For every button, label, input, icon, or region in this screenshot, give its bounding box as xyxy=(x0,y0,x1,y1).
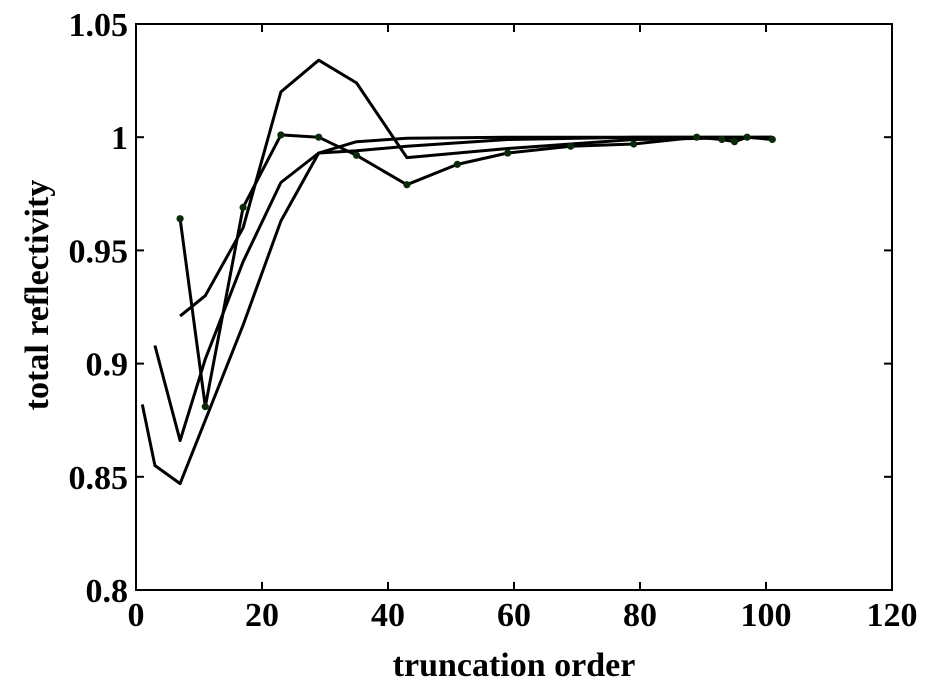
data-point xyxy=(504,149,512,157)
y-tick-label: 0.8 xyxy=(86,573,129,610)
x-tick-label: 80 xyxy=(623,597,657,634)
series-line-3 xyxy=(179,58,773,318)
data-point xyxy=(201,403,209,411)
y-tick-label: 1 xyxy=(111,120,128,157)
x-tick-label: 20 xyxy=(245,597,279,634)
series-layer xyxy=(140,58,776,486)
x-tick-label: 0 xyxy=(128,597,145,634)
tick-layer: 0 20 40 60 80 100 120 0.8 0.85 0.9 0.95 1 1.05 xyxy=(69,7,918,634)
y-tick-label: 0.85 xyxy=(69,460,129,497)
series-line-1 xyxy=(140,135,773,486)
y-tick-label: 0.95 xyxy=(69,233,129,270)
x-tick-label: 40 xyxy=(371,597,405,634)
data-point xyxy=(403,181,411,189)
data-point xyxy=(239,203,247,211)
data-point xyxy=(567,142,575,150)
x-tick-label: 120 xyxy=(867,597,918,634)
data-point xyxy=(743,133,751,141)
data-point xyxy=(277,131,285,139)
x-axis-label: truncation order xyxy=(393,647,636,684)
series-line-2 xyxy=(153,135,773,443)
data-point xyxy=(453,160,461,168)
y-tick-label: 1.05 xyxy=(69,7,129,44)
data-point xyxy=(315,133,323,141)
x-tick-label: 60 xyxy=(497,597,531,634)
y-tick-label: 0.9 xyxy=(86,347,129,384)
data-point xyxy=(768,135,776,144)
series-line-4 xyxy=(178,133,773,409)
data-point xyxy=(730,138,739,146)
data-point xyxy=(693,133,701,141)
data-point xyxy=(352,151,361,159)
data-point xyxy=(630,140,638,148)
data-point xyxy=(176,215,184,223)
data-point xyxy=(718,135,726,144)
x-tick-label: 100 xyxy=(741,597,792,634)
y-axis-label: total reflectivity xyxy=(19,180,56,411)
